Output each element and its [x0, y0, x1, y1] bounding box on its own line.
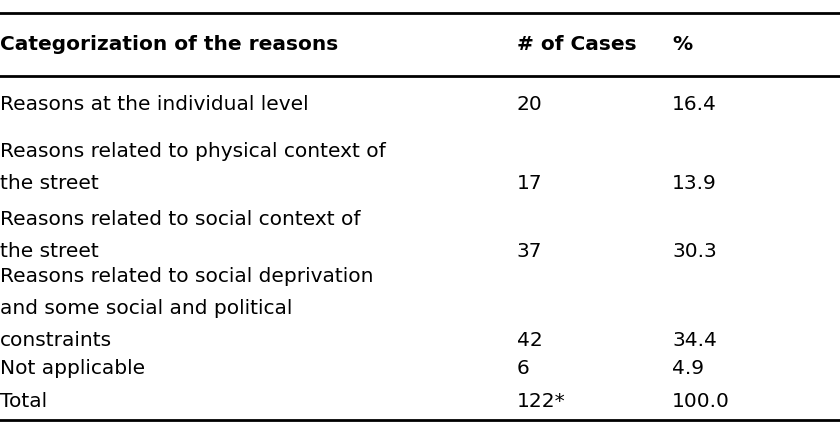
Text: Not applicable: Not applicable	[0, 360, 145, 378]
Text: 37: 37	[517, 242, 542, 261]
Text: # of Cases: # of Cases	[517, 35, 636, 54]
Text: the street: the street	[0, 174, 99, 193]
Text: the street: the street	[0, 242, 99, 261]
Text: Total: Total	[0, 392, 47, 411]
Text: and some social and political: and some social and political	[0, 299, 292, 318]
Text: 13.9: 13.9	[672, 174, 717, 193]
Text: Reasons related to social context of: Reasons related to social context of	[0, 210, 360, 229]
Text: 20: 20	[517, 95, 543, 114]
Text: constraints: constraints	[0, 331, 112, 350]
Text: 4.9: 4.9	[672, 360, 704, 378]
Text: 42: 42	[517, 331, 543, 350]
Text: 100.0: 100.0	[672, 392, 730, 411]
Text: 30.3: 30.3	[672, 242, 717, 261]
Text: 16.4: 16.4	[672, 95, 717, 114]
Text: %: %	[672, 35, 692, 54]
Text: 34.4: 34.4	[672, 331, 717, 350]
Text: Reasons related to physical context of: Reasons related to physical context of	[0, 142, 386, 161]
Text: 17: 17	[517, 174, 543, 193]
Text: 122*: 122*	[517, 392, 565, 411]
Text: Categorization of the reasons: Categorization of the reasons	[0, 35, 339, 54]
Text: Reasons related to social deprivation: Reasons related to social deprivation	[0, 267, 374, 286]
Text: Reasons at the individual level: Reasons at the individual level	[0, 95, 308, 114]
Text: 6: 6	[517, 360, 529, 378]
